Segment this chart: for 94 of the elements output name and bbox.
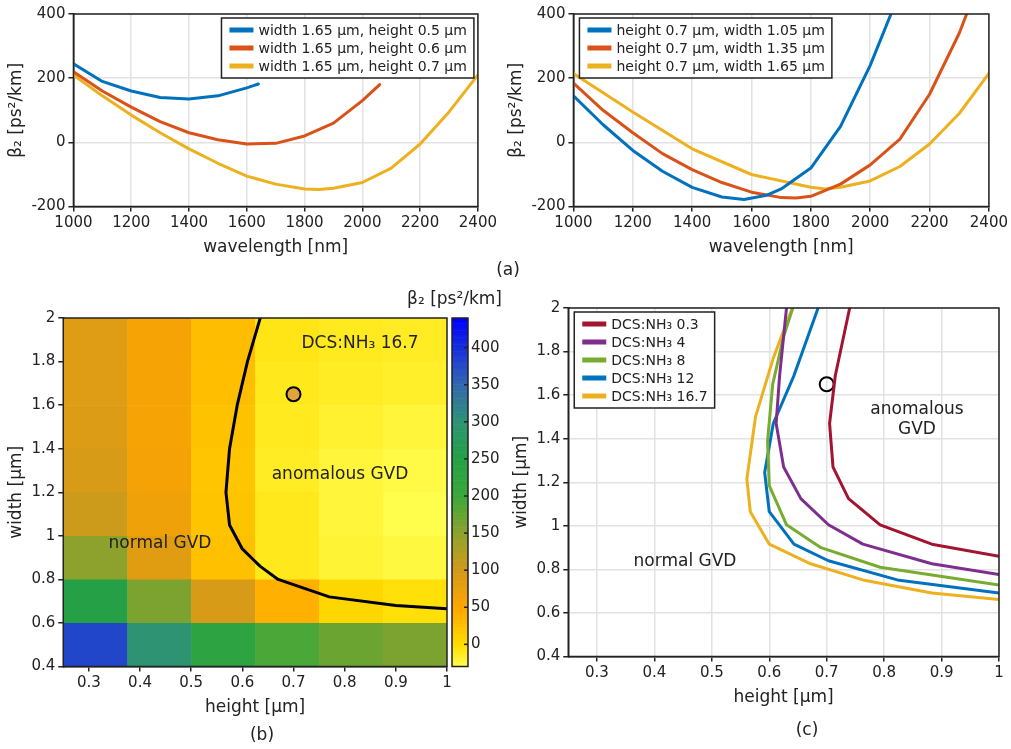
- color-bar-label: 400: [471, 337, 500, 356]
- color-bar-label: 0: [471, 634, 481, 653]
- x-tick-label: 0.5: [179, 673, 204, 692]
- y-tick-label: 0.4: [536, 646, 561, 665]
- legend-label: height 0.7 µm, width 1.05 µm: [616, 21, 825, 38]
- x-tick-label: 1400: [169, 213, 209, 232]
- y-tick-label: 1.8: [31, 351, 56, 370]
- y-tick-label: -200: [31, 196, 66, 215]
- color-bar-label: 300: [471, 411, 500, 430]
- color-bar-label: 150: [471, 522, 500, 541]
- x-tick-label: 2000: [343, 213, 382, 232]
- annotation: normal GVD: [633, 550, 737, 571]
- legend-label: height 0.7 µm, width 1.65 µm: [616, 57, 825, 74]
- legend-label: DCS:NH₃ 0.3: [611, 315, 699, 332]
- y-axis-title: β₂ [ps²/km]: [504, 62, 525, 158]
- legend-label: width 1.65 µm, height 0.5 µm: [258, 21, 467, 38]
- y-tick-label: 1.2: [31, 482, 56, 501]
- x-tick-label: 0.6: [757, 663, 782, 682]
- y-tick-label: -200: [531, 196, 566, 215]
- y-axis-title: width [µm]: [4, 445, 25, 539]
- y-tick-label: 1.4: [536, 428, 561, 447]
- x-tick-label: 0.5: [699, 663, 724, 682]
- legend-label: width 1.65 µm, height 0.6 µm: [258, 39, 467, 56]
- x-tick-label: 2400: [458, 213, 498, 232]
- legend-label: height 0.7 µm, width 1.35 µm: [616, 39, 825, 56]
- x-tick-label: 0.9: [383, 673, 408, 692]
- legend-label: DCS:NH₃ 16.7: [611, 387, 708, 404]
- x-tick-label: 1400: [673, 213, 712, 232]
- x-tick-label: 0.8: [332, 673, 357, 692]
- x-axis-title: wavelength [nm]: [708, 236, 854, 257]
- color-bar-label: 250: [471, 448, 500, 467]
- x-tick-label: 1600: [227, 213, 266, 232]
- y-tick-label: 1.6: [31, 395, 56, 414]
- x-tick-label: 2000: [851, 213, 890, 232]
- x-tick-label: 1000: [554, 213, 593, 232]
- x-tick-label: 0.7: [281, 673, 306, 692]
- annotation: DCS:NH₃ 16.7: [301, 332, 419, 353]
- y-tick-label: 0.8: [31, 569, 56, 588]
- y-tick-label: 1.2: [536, 472, 561, 491]
- y-tick-label: 400: [36, 3, 66, 22]
- color-bar-label: 350: [471, 374, 500, 393]
- legend-label: DCS:NH₃ 4: [611, 333, 686, 350]
- x-tick-label: 0.8: [872, 663, 897, 682]
- x-axis-title: height [µm]: [733, 686, 834, 707]
- y-axis-title: width [µm]: [509, 435, 530, 529]
- x-tick-label: 0.4: [128, 673, 152, 692]
- x-tick-label: 2200: [910, 213, 949, 232]
- y-tick-label: 0: [55, 132, 66, 151]
- x-tick-label: 2200: [401, 213, 440, 232]
- y-tick-label: 2: [45, 307, 56, 326]
- y-tick-label: 1.6: [536, 385, 561, 404]
- color-bar-label: 50: [471, 597, 491, 616]
- y-tick-label: 1.4: [31, 438, 56, 457]
- y-axis-title: β₂ [ps²/km]: [4, 62, 25, 158]
- annotation: anomalous GVD: [271, 463, 409, 484]
- color-bar-label: 200: [471, 485, 500, 504]
- y-tick-label: 0.8: [536, 559, 561, 578]
- x-tick-label: 1000: [54, 213, 93, 232]
- x-tick-label: 1: [442, 673, 452, 692]
- x-axis-title: height [µm]: [205, 696, 306, 717]
- x-tick-label: 2400: [969, 213, 1009, 232]
- x-tick-label: 1600: [732, 213, 771, 232]
- y-tick-label: 200: [36, 68, 66, 87]
- text: (a): [496, 259, 520, 280]
- y-tick-label: 0.6: [536, 602, 561, 621]
- y-tick-label: 1: [550, 515, 561, 534]
- x-tick-label: 0.4: [642, 663, 667, 682]
- x-tick-label: 0.7: [814, 663, 839, 682]
- x-tick-label: 1200: [613, 213, 652, 232]
- x-tick-label: 0.3: [76, 673, 101, 692]
- y-tick-label: 0.6: [31, 612, 56, 631]
- x-tick-label: 1: [994, 663, 1004, 682]
- y-tick-label: 1.8: [536, 341, 561, 360]
- annotation: anomalous GVD: [870, 398, 964, 439]
- x-tick-label: 1800: [285, 213, 324, 232]
- annotation: normal GVD: [108, 532, 212, 553]
- y-tick-label: 1: [45, 525, 56, 544]
- x-tick-label: 0.9: [929, 663, 954, 682]
- x-tick-label: 0.6: [230, 673, 255, 692]
- x-tick-label: 1800: [791, 213, 830, 232]
- y-tick-label: 400: [536, 3, 566, 22]
- color-bar-label: 100: [471, 560, 500, 579]
- y-tick-label: 0: [555, 132, 566, 151]
- x-tick-label: 1200: [112, 213, 151, 232]
- y-tick-label: 2: [550, 297, 561, 316]
- x-tick-label: 0.3: [585, 663, 609, 682]
- legend-label: width 1.65 µm, height 0.7 µm: [258, 57, 467, 74]
- legend-label: DCS:NH₃ 12: [611, 369, 695, 386]
- color-bar-title: β₂ [ps²/km]: [407, 288, 502, 308]
- x-axis-title: wavelength [nm]: [203, 236, 349, 257]
- text: (c): [795, 719, 819, 740]
- text: (b): [249, 724, 275, 745]
- legend-label: DCS:NH₃ 8: [611, 351, 686, 368]
- y-tick-label: 200: [536, 68, 566, 87]
